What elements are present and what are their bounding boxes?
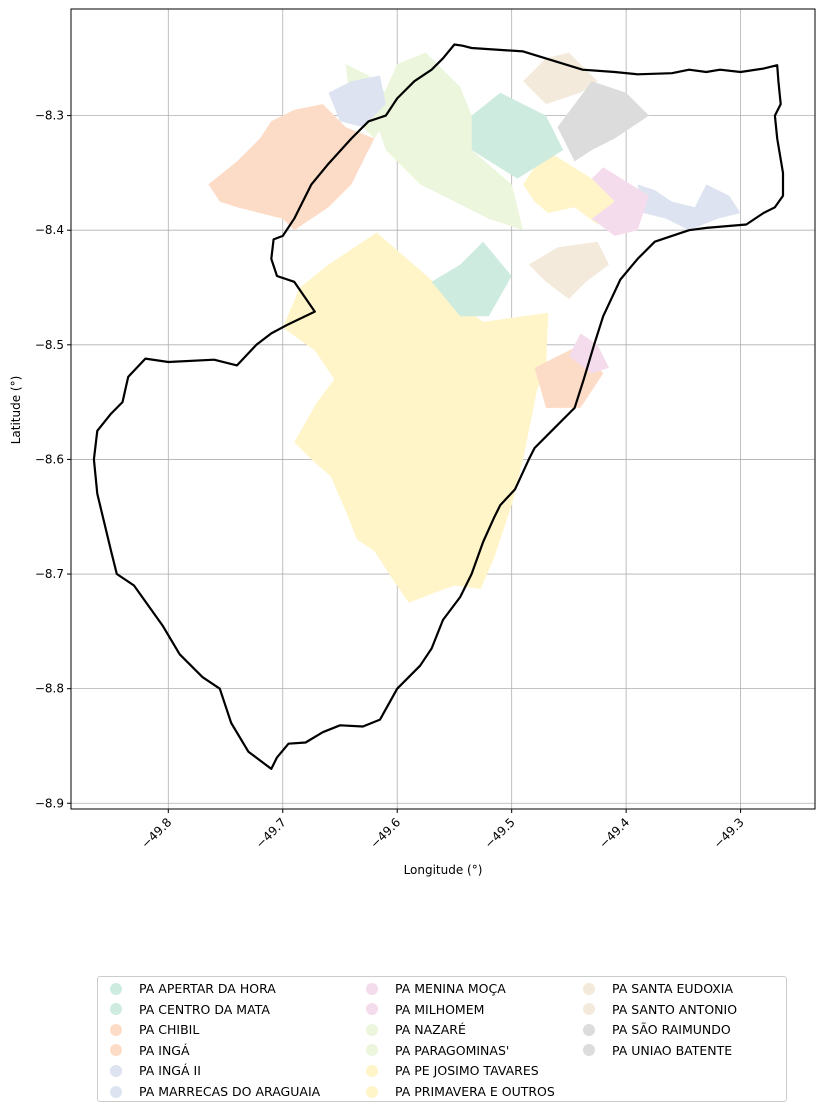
x-tick-label: −49.5: [482, 815, 518, 851]
region-pa-s-o-raimundo: [557, 81, 649, 150]
region-pa-menina-mo-a: [568, 333, 609, 374]
region-pa-marrecas-do-araguaia: [637, 184, 741, 231]
legend-marker-icon: [583, 1023, 595, 1036]
legend-label: PA CHIBIL: [139, 1022, 200, 1038]
y-tick-label: −8.9: [35, 796, 64, 810]
legend-label: PA APERTAR DA HORA: [139, 981, 276, 996]
region-pa-primavera-e-outros: [523, 150, 615, 225]
x-tick-label: −49.4: [596, 815, 632, 851]
legend-marker-icon: [110, 982, 122, 995]
legend-item: PA INGÁ II: [110, 1063, 201, 1078]
legend-item: PA UNIAO BATENTE: [583, 1043, 732, 1058]
legend-label: PA PARAGOMINAS': [395, 1042, 510, 1058]
legend-marker-icon: [366, 1064, 378, 1077]
legend-marker-icon: [110, 1085, 122, 1098]
legend-label: PA PE JOSIMO TAVARES: [395, 1063, 539, 1079]
region-pa-nazar: [374, 52, 524, 231]
legend-item: PA PRIMAVERA E OUTROS: [366, 1084, 555, 1099]
x-axis-title: Longitude (°): [404, 863, 483, 877]
legend-marker-icon: [366, 1023, 378, 1036]
axes-frame: [70, 8, 816, 810]
legend-marker-icon: [583, 982, 595, 995]
legend-label: PA MARRECAS DO ARAGUAIA: [139, 1084, 321, 1099]
legend-item: PA PE JOSIMO TAVARES: [366, 1063, 539, 1078]
legend-item: PA SANTO ANTONIO: [583, 1002, 737, 1017]
legend-item: PA SÃO RAIMUNDO: [583, 1022, 731, 1037]
legend-label: PA MENINA MOÇA: [395, 981, 506, 996]
legend-label: PA PRIMAVERA E OUTROS: [395, 1084, 555, 1099]
y-tick-label: −8.6: [35, 452, 64, 466]
legend-marker-icon: [110, 1064, 122, 1077]
legend-label: PA CENTRO DA MATA: [139, 1001, 270, 1017]
legend-item: PA CENTRO DA MATA: [110, 1002, 270, 1017]
y-tick-label: −8.4: [35, 223, 64, 237]
legend-item: PA SANTA EUDOXIA: [583, 981, 733, 996]
y-tick-label: −8.7: [35, 567, 64, 581]
boundary-line: [92, 43, 785, 771]
legend-item: PA INGÁ: [110, 1043, 190, 1058]
x-tick-label: −49.8: [139, 815, 175, 851]
legend: PA APERTAR DA HORA PA CENTRO DA MATA PA CH…: [97, 976, 787, 1102]
legend-label: PA MILHOMEM: [395, 1001, 485, 1017]
y-tick-label: −8.8: [35, 682, 64, 696]
legend-marker-icon: [110, 1003, 122, 1016]
x-tick-label: −49.3: [711, 815, 747, 851]
region-pa-pe-josimo-tavares: [282, 232, 549, 603]
legend-marker-icon: [583, 1003, 595, 1016]
legend-marker-icon: [366, 1085, 378, 1098]
region-pa-apertar-da-hora: [431, 241, 512, 317]
legend-label: PA INGÁ: [139, 1042, 190, 1058]
region-pa-ing-ii: [328, 75, 386, 128]
legend-label: PA UNIAO BATENTE: [612, 1042, 733, 1058]
legend-item: PA APERTAR DA HORA: [110, 981, 276, 996]
legend-label: PA SANTA EUDOXIA: [612, 981, 734, 996]
y-axis-ticks: −8.3 −8.4 −8.5 −8.6 −8.7 −8.8 −8.9: [35, 109, 71, 810]
x-tick-label: −49.6: [367, 815, 403, 851]
region-pa-centro-da-mata: [471, 92, 564, 179]
legend-label: PA NAZARÉ: [395, 1022, 466, 1038]
legend-marker-icon: [110, 1044, 122, 1057]
legend-marker-icon: [110, 1023, 122, 1036]
y-tick-label: −8.5: [35, 338, 64, 352]
legend-label: PA INGÁ II: [139, 1063, 201, 1079]
y-tick-label: −8.3: [35, 109, 64, 123]
region-pa-milhomem: [591, 167, 649, 236]
region-pa-santo-antonio: [523, 52, 598, 105]
region-pa-uniao-batente: [557, 127, 592, 162]
legend-marker-icon: [366, 1044, 378, 1057]
settlement-regions: [208, 52, 741, 603]
x-axis-ticks: −49.8 −49.7 −49.6 −49.5 −49.4 −49.3: [139, 809, 747, 851]
legend-item: PA PARAGOMINAS': [366, 1043, 509, 1058]
legend-item: PA MENINA MOÇA: [366, 981, 506, 996]
x-tick-label: −49.7: [253, 815, 289, 851]
legend-item: PA MARRECAS DO ARAGUAIA: [110, 1084, 320, 1099]
legend-marker-icon: [583, 1044, 595, 1057]
y-axis-title: Latitude (°): [9, 376, 23, 445]
legend-item: PA CHIBIL: [110, 1022, 199, 1037]
region-pa-santa-eudoxia: [528, 241, 609, 299]
legend-label: PA SÃO RAIMUNDO: [612, 1022, 731, 1038]
legend-marker-icon: [366, 982, 378, 995]
legend-item: PA NAZARÉ: [366, 1022, 466, 1037]
legend-marker-icon: [366, 1003, 378, 1016]
legend-item: PA MILHOMEM: [366, 1002, 484, 1017]
legend-label: PA SANTO ANTONIO: [612, 1001, 738, 1017]
region-pa-chibil: [208, 104, 375, 231]
municipality-outline: [92, 43, 785, 771]
